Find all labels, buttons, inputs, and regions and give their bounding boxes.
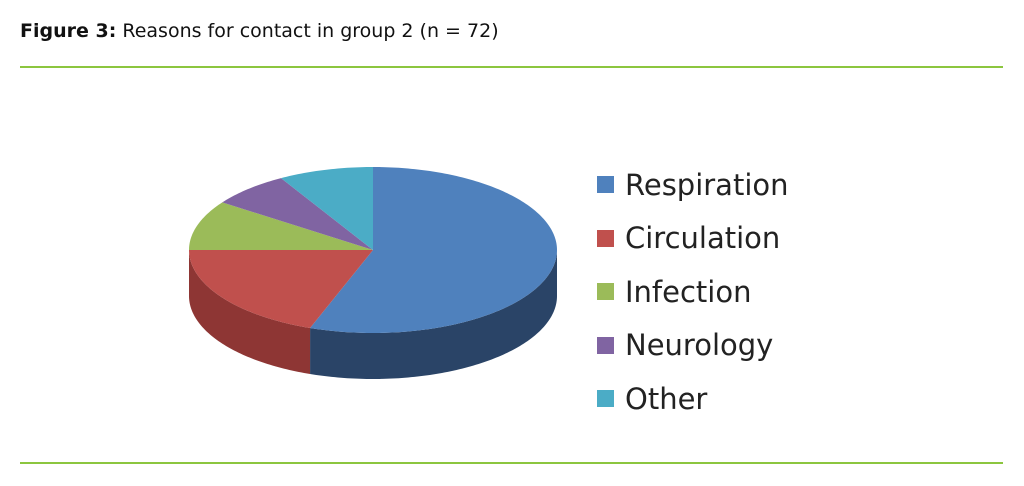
legend-item: Respiration (597, 158, 789, 212)
legend-item: Neurology (597, 319, 789, 373)
legend-swatch (597, 336, 614, 354)
legend-label: Circulation (625, 221, 781, 256)
legend-swatch (597, 283, 614, 301)
legend-swatch (597, 229, 614, 247)
figure-label: Figure 3: (20, 20, 117, 42)
figure-caption: Reasons for contact in group 2 (n = 72) (122, 20, 499, 42)
legend-label: Neurology (625, 328, 774, 363)
pie-slice-respiration (310, 167, 557, 333)
pie-slice-neurology (222, 178, 373, 250)
legend-swatch (597, 176, 614, 194)
legend-label: Infection (625, 274, 752, 309)
pie-slice-circulation (189, 250, 373, 328)
legend-label: Other (625, 381, 708, 416)
figure-title: Figure 3: Reasons for contact in group 2… (20, 20, 499, 42)
pie-slice-infection (189, 202, 373, 250)
pie-side-circulation (189, 250, 311, 374)
bottom-rule (20, 462, 1003, 464)
top-rule (20, 66, 1003, 68)
legend: Respiration Circulation Infection Neurology… (597, 158, 789, 426)
legend-item: Circulation (597, 212, 789, 266)
pie-slice-other (281, 167, 373, 250)
legend-label: Respiration (625, 167, 789, 202)
legend-swatch (597, 390, 614, 408)
legend-item: Other (597, 372, 789, 426)
legend-item: Infection (597, 265, 789, 319)
pie-side-respiration (310, 250, 557, 379)
